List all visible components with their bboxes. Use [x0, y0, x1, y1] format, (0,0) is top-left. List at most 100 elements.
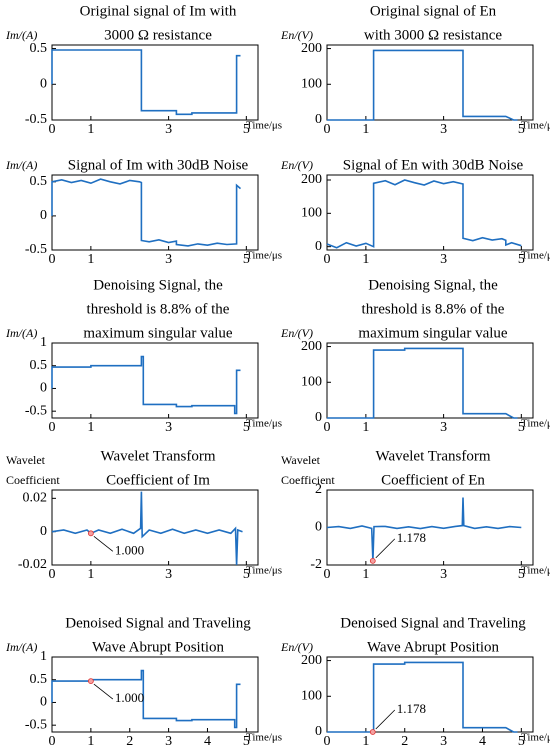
y-tick-label: 100 [301, 77, 322, 92]
x-tick-label: 3 [165, 122, 172, 137]
chart-title: Denoising Signal, the [93, 277, 223, 293]
chart-title: Signal of Im with 30dB Noise [68, 157, 249, 173]
y-tick-label: 0 [315, 239, 322, 254]
y-axis-label: Wavelet [6, 453, 46, 467]
chart-title: Denoised Signal and Traveling [340, 615, 526, 631]
plot-frame [326, 174, 534, 251]
plot-frame [326, 656, 534, 733]
plot-frame [326, 342, 534, 419]
x-tick-label: 3 [440, 420, 447, 435]
x-tick-label: 0 [324, 734, 331, 749]
y-tick-label: 0.5 [30, 358, 48, 373]
x-axis-label: Time/μs [246, 250, 282, 262]
y-axis-label: Coefficient [6, 473, 60, 487]
x-tick-label: 1 [87, 122, 94, 137]
chart-title: Original signal of Im with [80, 3, 237, 19]
x-tick-label: 3 [165, 734, 172, 749]
signal-line [326, 179, 522, 249]
abrupt-point [87, 530, 94, 537]
abrupt-point [369, 729, 376, 735]
annotation-arrow [375, 538, 396, 559]
x-tick-label: 0 [324, 567, 331, 582]
y-axis-label: Im/(A) [5, 326, 37, 340]
x-tick-label: 3 [440, 734, 447, 749]
y-axis-label: En/(V) [280, 28, 313, 42]
x-tick-label: 1 [87, 252, 94, 267]
x-tick-label: 0 [324, 252, 331, 267]
x-tick-label: 3 [440, 252, 447, 267]
chart-title: with 3000 Ω resistance [364, 27, 503, 43]
y-tick-label: -2 [310, 557, 322, 572]
abrupt-point [87, 678, 94, 684]
x-tick-label: 5 [518, 122, 525, 137]
y-tick-label: 0 [315, 724, 322, 739]
y-tick-label: 1 [40, 649, 47, 664]
annotation: 1.000 [115, 542, 144, 557]
x-tick-label: 5 [243, 567, 250, 582]
x-tick-label: 5 [518, 567, 525, 582]
chart-title: threshold is 8.8% of the [362, 301, 505, 317]
y-axis-label: Wavelet [281, 453, 321, 467]
x-axis-label: Time/μs [246, 418, 282, 430]
chart-title: maximum singular value [83, 325, 232, 341]
x-axis-label: Time/μs [521, 732, 550, 744]
signal-line [327, 661, 518, 733]
x-tick-label: 1 [362, 420, 369, 435]
y-axis-label: En/(V) [280, 158, 313, 172]
x-tick-label: 5 [243, 734, 250, 749]
x-tick-label: 2 [126, 734, 133, 749]
chart-title: Wavelet Transform [375, 448, 490, 464]
x-tick-label: 1 [362, 122, 369, 137]
annotation: 1.178 [397, 701, 426, 716]
signal-line [51, 49, 241, 116]
x-tick-label: 3 [165, 252, 172, 267]
annotation-arrow [93, 683, 114, 700]
y-tick-label: 0.5 [30, 41, 48, 56]
y-tick-label: -0.5 [25, 242, 47, 257]
y-tick-label: 200 [301, 653, 322, 668]
abrupt-point [369, 557, 376, 564]
y-tick-label: 0 [315, 520, 322, 535]
x-tick-label: 5 [243, 252, 250, 267]
x-tick-label: 0 [49, 122, 56, 137]
x-axis-label: Time/μs [521, 565, 550, 577]
annotation-arrow [93, 536, 114, 552]
signal-line [326, 497, 522, 561]
y-tick-label: 100 [301, 689, 322, 704]
y-tick-label: 2 [315, 482, 322, 497]
signal-line [327, 49, 518, 121]
annotation: 1.000 [115, 690, 144, 705]
x-tick-label: 1 [87, 567, 94, 582]
plot-frame [51, 489, 259, 566]
x-axis-label: Time/μs [246, 120, 282, 132]
chart-title: 3000 Ω resistance [104, 27, 212, 43]
y-axis-label: Coefficient [281, 473, 335, 487]
y-tick-label: 0.5 [30, 672, 48, 687]
x-tick-label: 2 [401, 734, 408, 749]
y-tick-label: 0 [40, 381, 47, 396]
plot-frame [326, 44, 534, 121]
plot-frame [51, 656, 259, 733]
plot-frame [51, 342, 259, 419]
y-tick-label: 0 [40, 524, 47, 539]
annotation: 1.178 [397, 530, 426, 545]
y-tick-label: 100 [301, 375, 322, 390]
x-axis-label: Time/μs [246, 565, 282, 577]
x-tick-label: 5 [243, 420, 250, 435]
annotation-arrow [375, 709, 396, 730]
x-tick-label: 0 [49, 734, 56, 749]
plot-frame [51, 174, 259, 251]
x-tick-label: 0 [49, 420, 56, 435]
x-axis-label: Time/μs [521, 418, 550, 430]
x-tick-label: 0 [49, 252, 56, 267]
y-tick-label: -0.5 [25, 717, 47, 732]
x-tick-label: 0 [324, 420, 331, 435]
chart-title: Wave Abrupt Position [92, 639, 225, 655]
signal-line [327, 347, 518, 419]
y-axis-label: En/(V) [280, 640, 313, 654]
y-tick-label: -0.5 [25, 112, 47, 127]
chart-title: threshold is 8.8% of the [87, 301, 230, 317]
x-axis-label: Time/μs [246, 732, 282, 744]
x-tick-label: 4 [204, 734, 211, 749]
